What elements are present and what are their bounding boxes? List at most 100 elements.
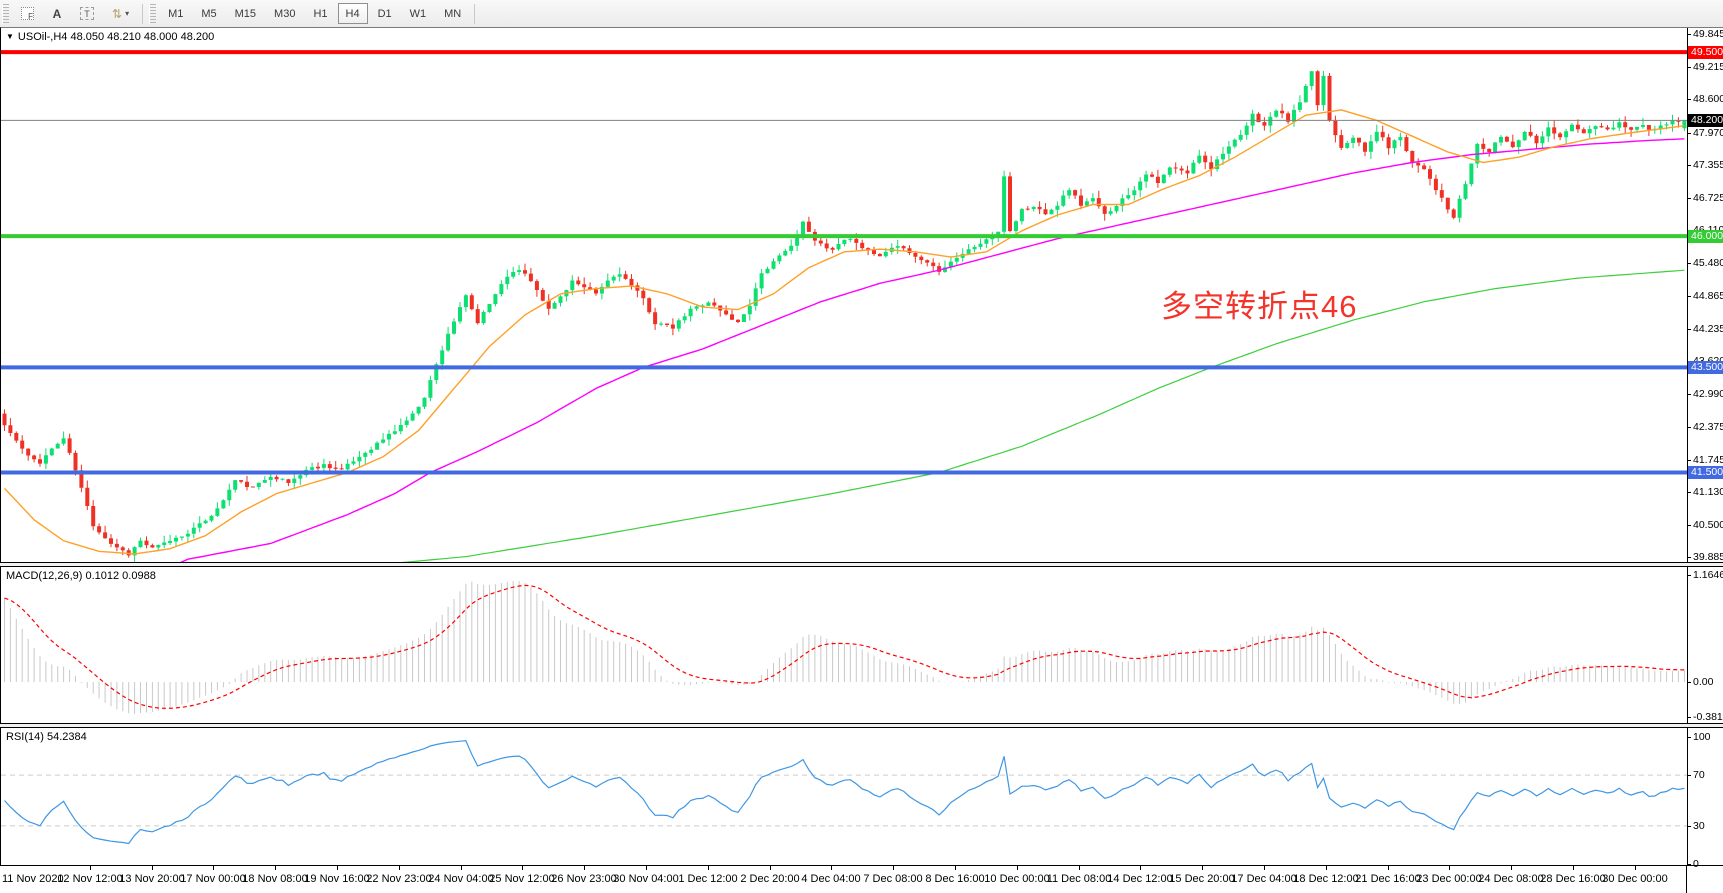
- chart-ohlc-text: USOil-,H4 48.050 48.210 48.000 48.200: [17, 31, 215, 43]
- level-price-box: 49.500: [1688, 45, 1723, 59]
- timeframe-m30-button[interactable]: M30: [274, 7, 296, 20]
- current-price-box: 48.200: [1688, 113, 1723, 127]
- price-tick-label: 47.970: [1693, 126, 1723, 139]
- timeframe-h4-button[interactable]: H4: [337, 3, 368, 24]
- collapse-arrow-icon[interactable]: ▼: [6, 32, 14, 41]
- rsi-panel[interactable]: RSI(14) 54.2384 100 70 30 0: [0, 727, 1723, 870]
- time-axis-label: 1 Dec 12:00: [678, 873, 738, 885]
- time-axis-tick: [213, 866, 214, 870]
- time-axis[interactable]: 11 Nov 2020 12 Nov 12:00 13 Nov 20:00 17 No…: [0, 866, 1723, 893]
- rsi-title: RSI(14) 54.2384: [6, 731, 87, 743]
- time-axis-label: 18 Dec 12:00: [1293, 873, 1359, 885]
- objects-tool-button[interactable]: ⇅ ▾: [104, 3, 137, 24]
- price-tick-label: 40.500: [1693, 519, 1723, 532]
- chart-shift-button[interactable]: F: [13, 3, 42, 24]
- macd-histogram: [4, 580, 1685, 714]
- time-axis-tick: [584, 866, 585, 870]
- price-tick-label: 44.235: [1693, 322, 1723, 335]
- time-axis-tick: [770, 866, 771, 870]
- time-axis-tick: [1017, 866, 1018, 870]
- label-tool-button[interactable]: T: [72, 3, 102, 24]
- time-axis-tick: [1635, 866, 1636, 870]
- time-axis-label: 12 Nov 12:00: [57, 873, 123, 885]
- main-chart-panel[interactable]: ▼ USOil-,H4 48.050 48.210 48.000 48.200 多…: [0, 27, 1723, 563]
- f-grid-icon: F: [21, 7, 34, 21]
- time-axis-corner-line: [1686, 866, 1687, 893]
- time-axis-label: 7 Dec 08:00: [863, 873, 923, 885]
- level-price-box: 46.000: [1688, 229, 1723, 243]
- price-tick-label: 41.745: [1693, 453, 1723, 466]
- timeframe-m1-button[interactable]: M1: [168, 7, 184, 20]
- time-axis-tick: [1202, 866, 1203, 870]
- time-axis-tick: [337, 866, 338, 870]
- timeframe-h1-button[interactable]: H1: [313, 7, 328, 20]
- time-axis-label: 10 Dec 00:00: [984, 873, 1050, 885]
- price-tick: [1688, 426, 1691, 428]
- rsi-tick: [1688, 864, 1691, 865]
- time-axis-label: 17 Nov 00:00: [180, 873, 246, 885]
- text-tool-button[interactable]: A: [44, 3, 70, 24]
- time-axis-tick: [831, 866, 832, 870]
- time-axis-label: 15 Dec 20:00: [1169, 873, 1235, 885]
- time-axis-label: 24 Dec 08:00: [1478, 873, 1544, 885]
- time-axis-tick: [522, 866, 523, 870]
- time-axis-label: 30 Nov 04:00: [613, 873, 679, 885]
- price-tick: [1688, 99, 1691, 101]
- bear-candle-bodies: [2, 71, 1681, 556]
- time-axis-tick: [90, 866, 91, 870]
- rsi-tick: [1688, 737, 1691, 738]
- rsi-tick-label: 0: [1693, 858, 1699, 870]
- time-axis-tick: [1573, 866, 1574, 870]
- rsi-axis-line: [1687, 728, 1688, 865]
- price-tick-label: 42.990: [1693, 388, 1723, 401]
- price-tick: [1688, 557, 1691, 559]
- macd-chart[interactable]: [1, 567, 1687, 723]
- time-axis-tick: [1511, 866, 1512, 870]
- toolbar-drag-handle[interactable]: [149, 3, 157, 24]
- time-axis-tick: [461, 866, 462, 870]
- time-axis-tick: [1388, 866, 1389, 870]
- time-axis-label: 14 Dec 12:00: [1107, 873, 1173, 885]
- time-axis-label: 2 Dec 20:00: [740, 873, 800, 885]
- rsi-chart[interactable]: [1, 728, 1687, 865]
- price-tick-label: 49.215: [1693, 61, 1723, 74]
- price-tick-label: 48.600: [1693, 93, 1723, 106]
- fast-ma-line: [3, 109, 1685, 555]
- time-axis-tick: [399, 866, 400, 870]
- macd-signal-line: [4, 584, 1685, 709]
- timeframe-mn-button[interactable]: MN: [444, 7, 462, 20]
- time-axis-label: 28 Dec 16:00: [1540, 873, 1606, 885]
- toolbar-separator: [142, 3, 144, 24]
- time-axis-tick: [152, 866, 153, 870]
- price-tick-label: 42.375: [1693, 420, 1723, 433]
- time-axis-tick: [275, 866, 276, 870]
- time-axis-label: 13 Nov 20:00: [119, 873, 185, 885]
- chart-annotation-text[interactable]: 多空转折点46: [1161, 289, 1358, 324]
- rsi-tick: [1688, 775, 1691, 777]
- macd-axis-line: [1687, 567, 1688, 723]
- price-tick: [1688, 459, 1691, 461]
- chevron-down-icon: ▾: [125, 9, 130, 18]
- price-tick-label: 49.845: [1693, 28, 1723, 40]
- time-axis-tick: [955, 866, 956, 870]
- time-axis-label: 24 Nov 04:00: [428, 873, 494, 885]
- price-tick-label: 47.355: [1693, 158, 1723, 171]
- timeframe-m15-button[interactable]: M15: [234, 7, 257, 20]
- price-axis-line: [1687, 28, 1688, 562]
- rsi-tick-label: 30: [1693, 819, 1705, 832]
- macd-panel[interactable]: MACD(12,26,9) 0.1012 0.0988 1.1646 0.00 -0…: [0, 566, 1723, 724]
- arrows-icon: ⇅: [112, 6, 123, 21]
- price-tick-label: 39.885: [1693, 551, 1723, 564]
- toolbar-drag-handle[interactable]: [2, 3, 9, 24]
- price-tick: [1688, 295, 1691, 297]
- time-axis-label: 21 Dec 16:00: [1355, 873, 1421, 885]
- price-tick: [1688, 525, 1691, 527]
- time-axis-label: 22 Nov 23:00: [366, 873, 432, 885]
- price-chart[interactable]: [1, 28, 1687, 562]
- toolbar: F A T ⇅ ▾ M1 M5 M15 M30 H1 H4 D1 W1 MN: [0, 0, 1723, 27]
- price-tick: [1688, 198, 1691, 199]
- timeframe-w1-button[interactable]: W1: [409, 7, 427, 20]
- timeframe-m5-button[interactable]: M5: [201, 7, 217, 20]
- timeframe-d1-button[interactable]: D1: [377, 7, 392, 20]
